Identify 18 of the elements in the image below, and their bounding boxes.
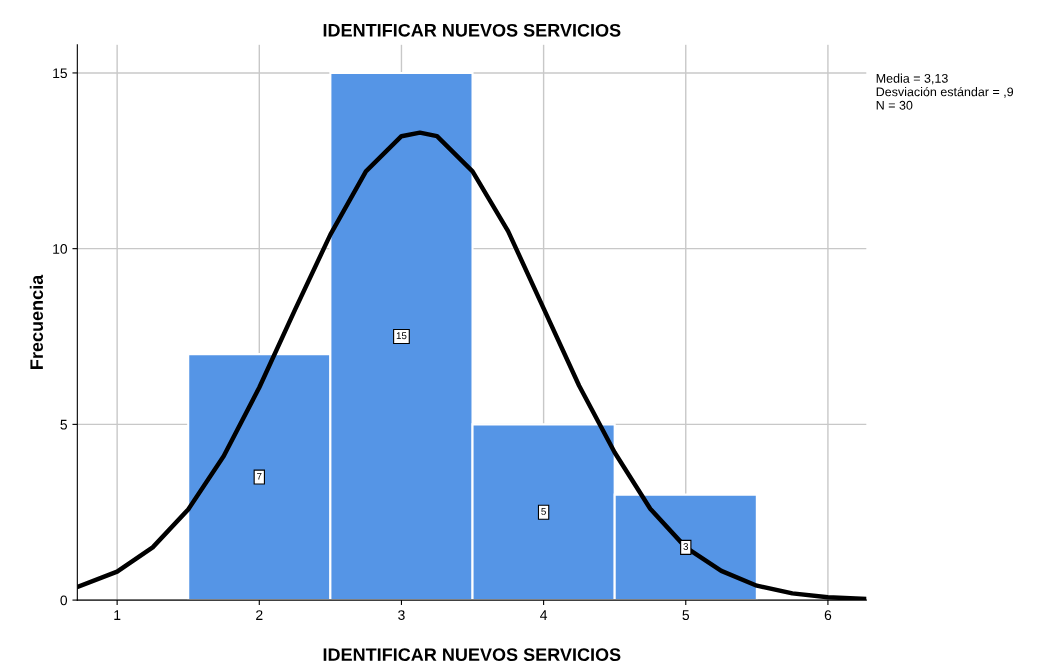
data-label: 15 xyxy=(396,332,407,340)
y-tick-label: 5 xyxy=(60,419,68,430)
x-tick-label: 5 xyxy=(682,610,690,621)
y-tick-label: 0 xyxy=(60,595,68,606)
x-axis-title: IDENTIFICAR NUEVOS SERVICIOS xyxy=(323,648,621,662)
x-tick-label: 3 xyxy=(398,610,405,621)
x-tick-label: 1 xyxy=(114,610,121,620)
data-label: 7 xyxy=(257,472,262,480)
chart-title: IDENTIFICAR NUEVOS SERVICIOS xyxy=(323,23,621,37)
text: Media = 3,13 Desviación estándar = ,9 N = 30 xyxy=(876,73,1014,110)
y-tick-label: 15 xyxy=(53,68,68,79)
x-tick-label: 4 xyxy=(540,610,548,620)
data-label: 5 xyxy=(541,508,546,515)
x-tick-label: 6 xyxy=(824,610,832,621)
data-label: 3 xyxy=(683,543,689,550)
y-tick-label: 10 xyxy=(53,243,68,254)
y-axis-title: Frecuencia xyxy=(29,274,44,369)
x-tick-label: 2 xyxy=(256,610,263,620)
